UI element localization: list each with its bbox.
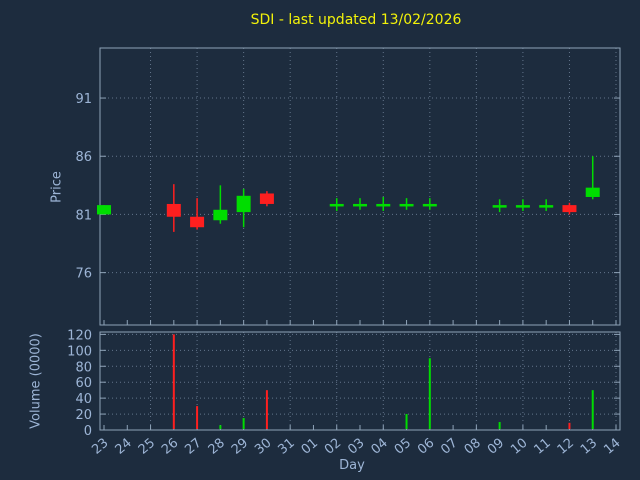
day-tick-label: 07 bbox=[438, 436, 460, 458]
volume-tick-label: 40 bbox=[75, 392, 92, 407]
day-tick-label: 09 bbox=[485, 436, 507, 458]
day-tick-label: 30 bbox=[252, 436, 274, 458]
candle-body-03 bbox=[353, 203, 367, 207]
day-tick-label: 28 bbox=[206, 436, 228, 458]
candle-body-23 bbox=[97, 205, 111, 215]
candle-body-02 bbox=[329, 203, 344, 207]
day-tick-label: 04 bbox=[369, 436, 391, 458]
day-tick-label: 02 bbox=[322, 436, 344, 458]
candle-body-27 bbox=[190, 216, 205, 228]
price-panel-border bbox=[99, 47, 621, 326]
price-tick-label: 81 bbox=[75, 208, 92, 223]
candle-body-26 bbox=[166, 203, 181, 217]
price-axis-label: Price bbox=[49, 171, 65, 203]
volume-axis-label: Volume (0000) bbox=[28, 333, 44, 429]
candle-body-29 bbox=[236, 195, 251, 213]
day-tick-label: 01 bbox=[299, 436, 321, 458]
volume-tick-label: 80 bbox=[75, 360, 92, 375]
volume-tick-label: 20 bbox=[75, 408, 92, 423]
day-tick-label: 03 bbox=[345, 436, 367, 458]
day-tick-label: 06 bbox=[415, 436, 437, 458]
day-tick-label: 12 bbox=[555, 436, 577, 458]
price-tick-label: 86 bbox=[75, 150, 92, 165]
price-tick-label: 76 bbox=[75, 267, 92, 282]
volume-tick-label: 60 bbox=[75, 376, 92, 391]
volume-panel-border bbox=[99, 331, 621, 431]
day-tick-label: 26 bbox=[159, 436, 181, 458]
volume-tick-label: 0 bbox=[84, 424, 92, 439]
day-tick-label: 27 bbox=[182, 436, 204, 458]
day-tick-label: 29 bbox=[229, 436, 251, 458]
candle-body-10 bbox=[515, 205, 530, 208]
day-tick-label: 13 bbox=[578, 436, 600, 458]
day-tick-label: 31 bbox=[275, 436, 297, 458]
day-tick-label: 23 bbox=[89, 436, 111, 458]
day-tick-label: 14 bbox=[601, 436, 623, 458]
volume-tick-label: 100 bbox=[67, 344, 92, 359]
candle-body-05 bbox=[399, 203, 414, 207]
x-axis-label: Day bbox=[339, 458, 365, 473]
candle-body-28 bbox=[213, 209, 228, 221]
candle-body-09 bbox=[492, 205, 507, 208]
volume-tick-label: 120 bbox=[67, 328, 92, 343]
candle-body-06 bbox=[422, 203, 437, 207]
day-tick-label: 11 bbox=[531, 436, 553, 458]
candle-body-12 bbox=[562, 205, 577, 213]
price-tick-label: 91 bbox=[75, 92, 92, 107]
candle-body-30 bbox=[259, 193, 274, 204]
day-tick-label: 25 bbox=[136, 436, 158, 458]
day-tick-label: 24 bbox=[113, 436, 135, 458]
candle-body-11 bbox=[539, 205, 554, 208]
day-tick-label: 10 bbox=[508, 436, 530, 458]
candle-body-13 bbox=[585, 187, 600, 197]
day-tick-label: 05 bbox=[392, 436, 414, 458]
day-tick-label: 08 bbox=[462, 436, 484, 458]
chart-title: SDI - last updated 13/02/2026 bbox=[250, 12, 462, 28]
candle-body-04 bbox=[376, 203, 391, 207]
